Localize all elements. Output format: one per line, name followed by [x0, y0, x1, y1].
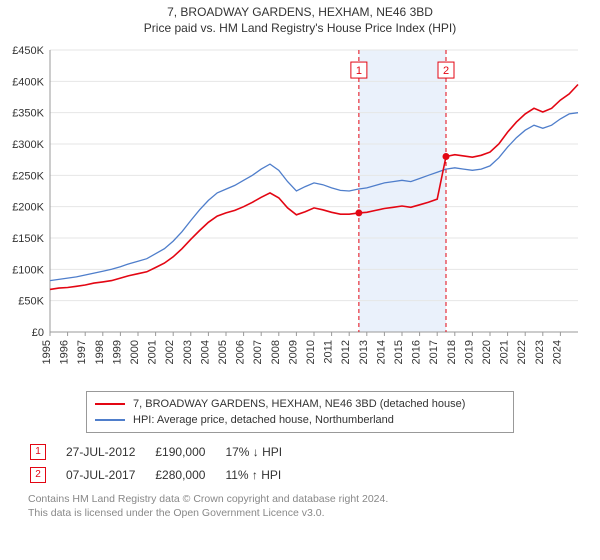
x-tick-label: 2005: [217, 340, 229, 364]
y-tick-label: £250K: [12, 170, 44, 182]
x-tick-label: 2009: [287, 340, 299, 364]
x-tick-label: 2019: [463, 340, 475, 364]
x-tick-label: 2020: [481, 340, 493, 364]
sale-date: 27-JUL-2012: [66, 441, 153, 462]
svg-text:1: 1: [356, 65, 362, 77]
x-tick-label: 1999: [111, 340, 123, 364]
legend-swatch: [95, 403, 125, 405]
x-tick-label: 2000: [129, 340, 141, 364]
y-tick-label: £450K: [12, 45, 44, 57]
footnote-line: This data is licensed under the Open Gov…: [28, 507, 600, 521]
sales-table: 1 27-JUL-2012 £190,000 17% ↓ HPI 2 07-JU…: [28, 439, 302, 487]
legend-item: 7, BROADWAY GARDENS, HEXHAM, NE46 3BD (d…: [95, 396, 505, 412]
x-tick-label: 2018: [446, 340, 458, 364]
y-tick-label: £0: [32, 327, 44, 339]
x-tick-label: 2010: [305, 340, 317, 364]
x-tick-label: 2011: [323, 340, 335, 364]
x-tick-label: 1996: [59, 340, 71, 364]
y-tick-label: £300K: [12, 139, 44, 151]
x-tick-label: 2024: [551, 340, 563, 364]
legend-label: HPI: Average price, detached house, Nort…: [133, 414, 394, 426]
x-tick-label: 2006: [235, 340, 247, 364]
x-tick-label: 1997: [76, 340, 88, 364]
x-tick-label: 2008: [270, 340, 282, 364]
sale-price: £280,000: [155, 464, 223, 485]
x-tick-label: 2001: [147, 340, 159, 364]
sales-row: 2 07-JUL-2017 £280,000 11% ↑ HPI: [30, 464, 300, 485]
x-tick-label: 2003: [182, 340, 194, 364]
sales-row: 1 27-JUL-2012 £190,000 17% ↓ HPI: [30, 441, 300, 462]
x-tick-label: 2002: [164, 340, 176, 364]
x-tick-label: 2013: [358, 340, 370, 364]
x-tick-label: 2017: [428, 340, 440, 364]
y-tick-label: £50K: [18, 296, 44, 308]
sale-index-box: 1: [30, 444, 46, 460]
y-tick-label: £350K: [12, 108, 44, 120]
legend: 7, BROADWAY GARDENS, HEXHAM, NE46 3BD (d…: [86, 391, 514, 433]
y-tick-label: £150K: [12, 233, 44, 245]
legend-swatch: [95, 419, 125, 421]
x-tick-label: 2016: [411, 340, 423, 364]
sale-marker-dot: [355, 209, 362, 216]
x-tick-label: 2022: [516, 340, 528, 364]
x-tick-label: 2007: [252, 340, 264, 364]
legend-label: 7, BROADWAY GARDENS, HEXHAM, NE46 3BD (d…: [133, 398, 465, 410]
svg-text:2: 2: [443, 65, 449, 77]
x-tick-label: 2021: [499, 340, 511, 364]
sale-delta: 11% ↑ HPI: [225, 464, 300, 485]
x-tick-label: 2015: [393, 340, 405, 364]
x-tick-label: 2023: [534, 340, 546, 364]
sale-date: 07-JUL-2017: [66, 464, 153, 485]
y-tick-label: £400K: [12, 76, 44, 88]
footnote-line: Contains HM Land Registry data © Crown c…: [28, 493, 600, 507]
footnote: Contains HM Land Registry data © Crown c…: [28, 493, 600, 520]
sale-marker-dot: [443, 153, 450, 160]
sale-price: £190,000: [155, 441, 223, 462]
sale-delta: 17% ↓ HPI: [225, 441, 300, 462]
x-tick-label: 2014: [375, 340, 387, 364]
x-tick-label: 2012: [340, 340, 352, 364]
x-tick-label: 1998: [94, 340, 106, 364]
price-chart: 7, BROADWAY GARDENS, HEXHAM, NE46 3BD Pri…: [0, 0, 600, 385]
sale-index-box: 2: [30, 467, 46, 483]
highlight-band: [359, 50, 446, 332]
legend-item: HPI: Average price, detached house, Nort…: [95, 412, 505, 428]
x-tick-label: 2004: [199, 340, 211, 364]
y-tick-label: £100K: [12, 264, 44, 276]
x-tick-label: 1995: [41, 340, 53, 364]
y-tick-label: £200K: [12, 202, 44, 214]
chart-title-1: 7, BROADWAY GARDENS, HEXHAM, NE46 3BD: [167, 5, 433, 19]
chart-title-2: Price paid vs. HM Land Registry's House …: [144, 21, 456, 35]
